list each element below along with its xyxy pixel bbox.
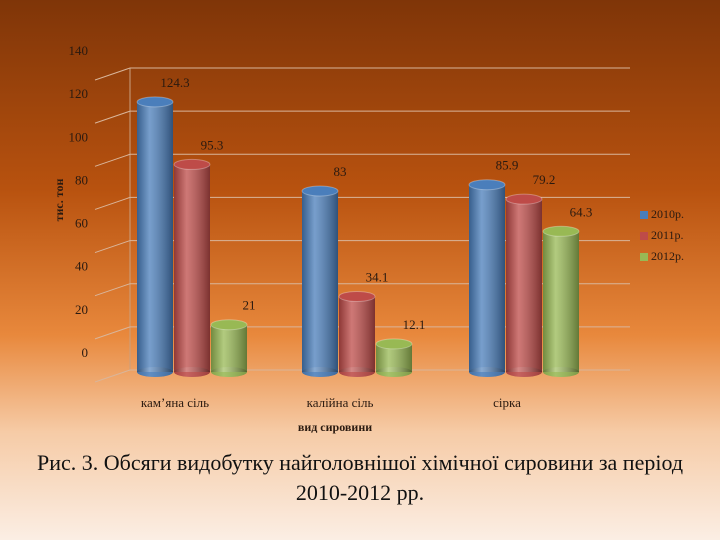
bar-base-shade — [211, 367, 247, 377]
value-label: 12.1 — [403, 317, 426, 332]
legend-label: 2011р. — [651, 228, 684, 242]
grid-line — [94, 369, 630, 383]
bar-shade — [543, 231, 579, 372]
y-tick-label: 60 — [75, 216, 88, 231]
legend-label: 2012р. — [651, 249, 684, 263]
grid-line — [94, 283, 630, 297]
x-axis-title: вид сировини — [298, 420, 372, 434]
bar-top — [542, 225, 580, 237]
legend-swatch — [640, 211, 648, 219]
bar-shade — [469, 184, 505, 372]
x-tick-label: кам’яна сіль — [141, 395, 209, 410]
value-label: 34.1 — [366, 269, 389, 284]
x-tick-label: калійна сіль — [307, 395, 374, 410]
value-label: 95.3 — [201, 137, 224, 152]
grid-line — [94, 240, 630, 254]
bar-base-shade — [137, 367, 173, 377]
bar-shade — [302, 190, 338, 372]
bar-top — [136, 96, 174, 108]
bar-base-shade — [174, 367, 210, 377]
legend-swatch — [640, 253, 648, 261]
value-label: 79.2 — [533, 172, 556, 187]
bar-base-shade — [506, 367, 542, 377]
caption: Рис. 3. Обсяги видобутку найголовнішої х… — [36, 450, 684, 505]
bar-base-shade — [543, 367, 579, 377]
x-tick-label: сірка — [493, 395, 521, 410]
legend-swatch — [640, 232, 648, 240]
value-label: 124.3 — [160, 75, 189, 90]
bar-shade — [339, 296, 375, 372]
chart: тис. тон вид сировини 0 20 40 60 80 100 120 140… — [52, 43, 684, 434]
value-label: 83 — [334, 164, 347, 179]
bar-top — [338, 290, 376, 302]
y-tick-label: 0 — [82, 345, 89, 360]
grid-line — [94, 110, 630, 124]
y-tick-label: 20 — [75, 302, 88, 317]
bar-shade — [174, 164, 210, 372]
y-tick-label: 120 — [69, 86, 89, 101]
bar-top — [210, 319, 248, 331]
value-label: 85.9 — [496, 158, 519, 173]
y-tick-label: 80 — [75, 172, 88, 187]
bar-top — [301, 185, 339, 197]
bar-shade — [506, 199, 542, 372]
bar-shade — [211, 324, 247, 372]
y-tick-label: 140 — [69, 43, 89, 58]
bar-base-shade — [339, 367, 375, 377]
grid-line — [94, 67, 630, 81]
bar-base-shade — [302, 367, 338, 377]
grid-line — [94, 196, 630, 210]
value-label: 64.3 — [570, 204, 593, 219]
bar-base-shade — [376, 367, 412, 377]
y-tick-label: 100 — [69, 129, 89, 144]
bar-top — [468, 179, 506, 191]
grid-line — [94, 153, 630, 167]
bar-top — [505, 193, 543, 205]
bar-base-shade — [469, 367, 505, 377]
value-label: 21 — [243, 298, 256, 313]
y-tick-label: 40 — [75, 259, 88, 274]
bar-top — [375, 338, 413, 350]
legend-label: 2010р. — [651, 207, 684, 221]
y-axis-title: тис. тон — [52, 179, 66, 222]
bar-shade — [137, 101, 173, 373]
grid-line — [94, 326, 630, 340]
bar-top — [173, 158, 211, 170]
